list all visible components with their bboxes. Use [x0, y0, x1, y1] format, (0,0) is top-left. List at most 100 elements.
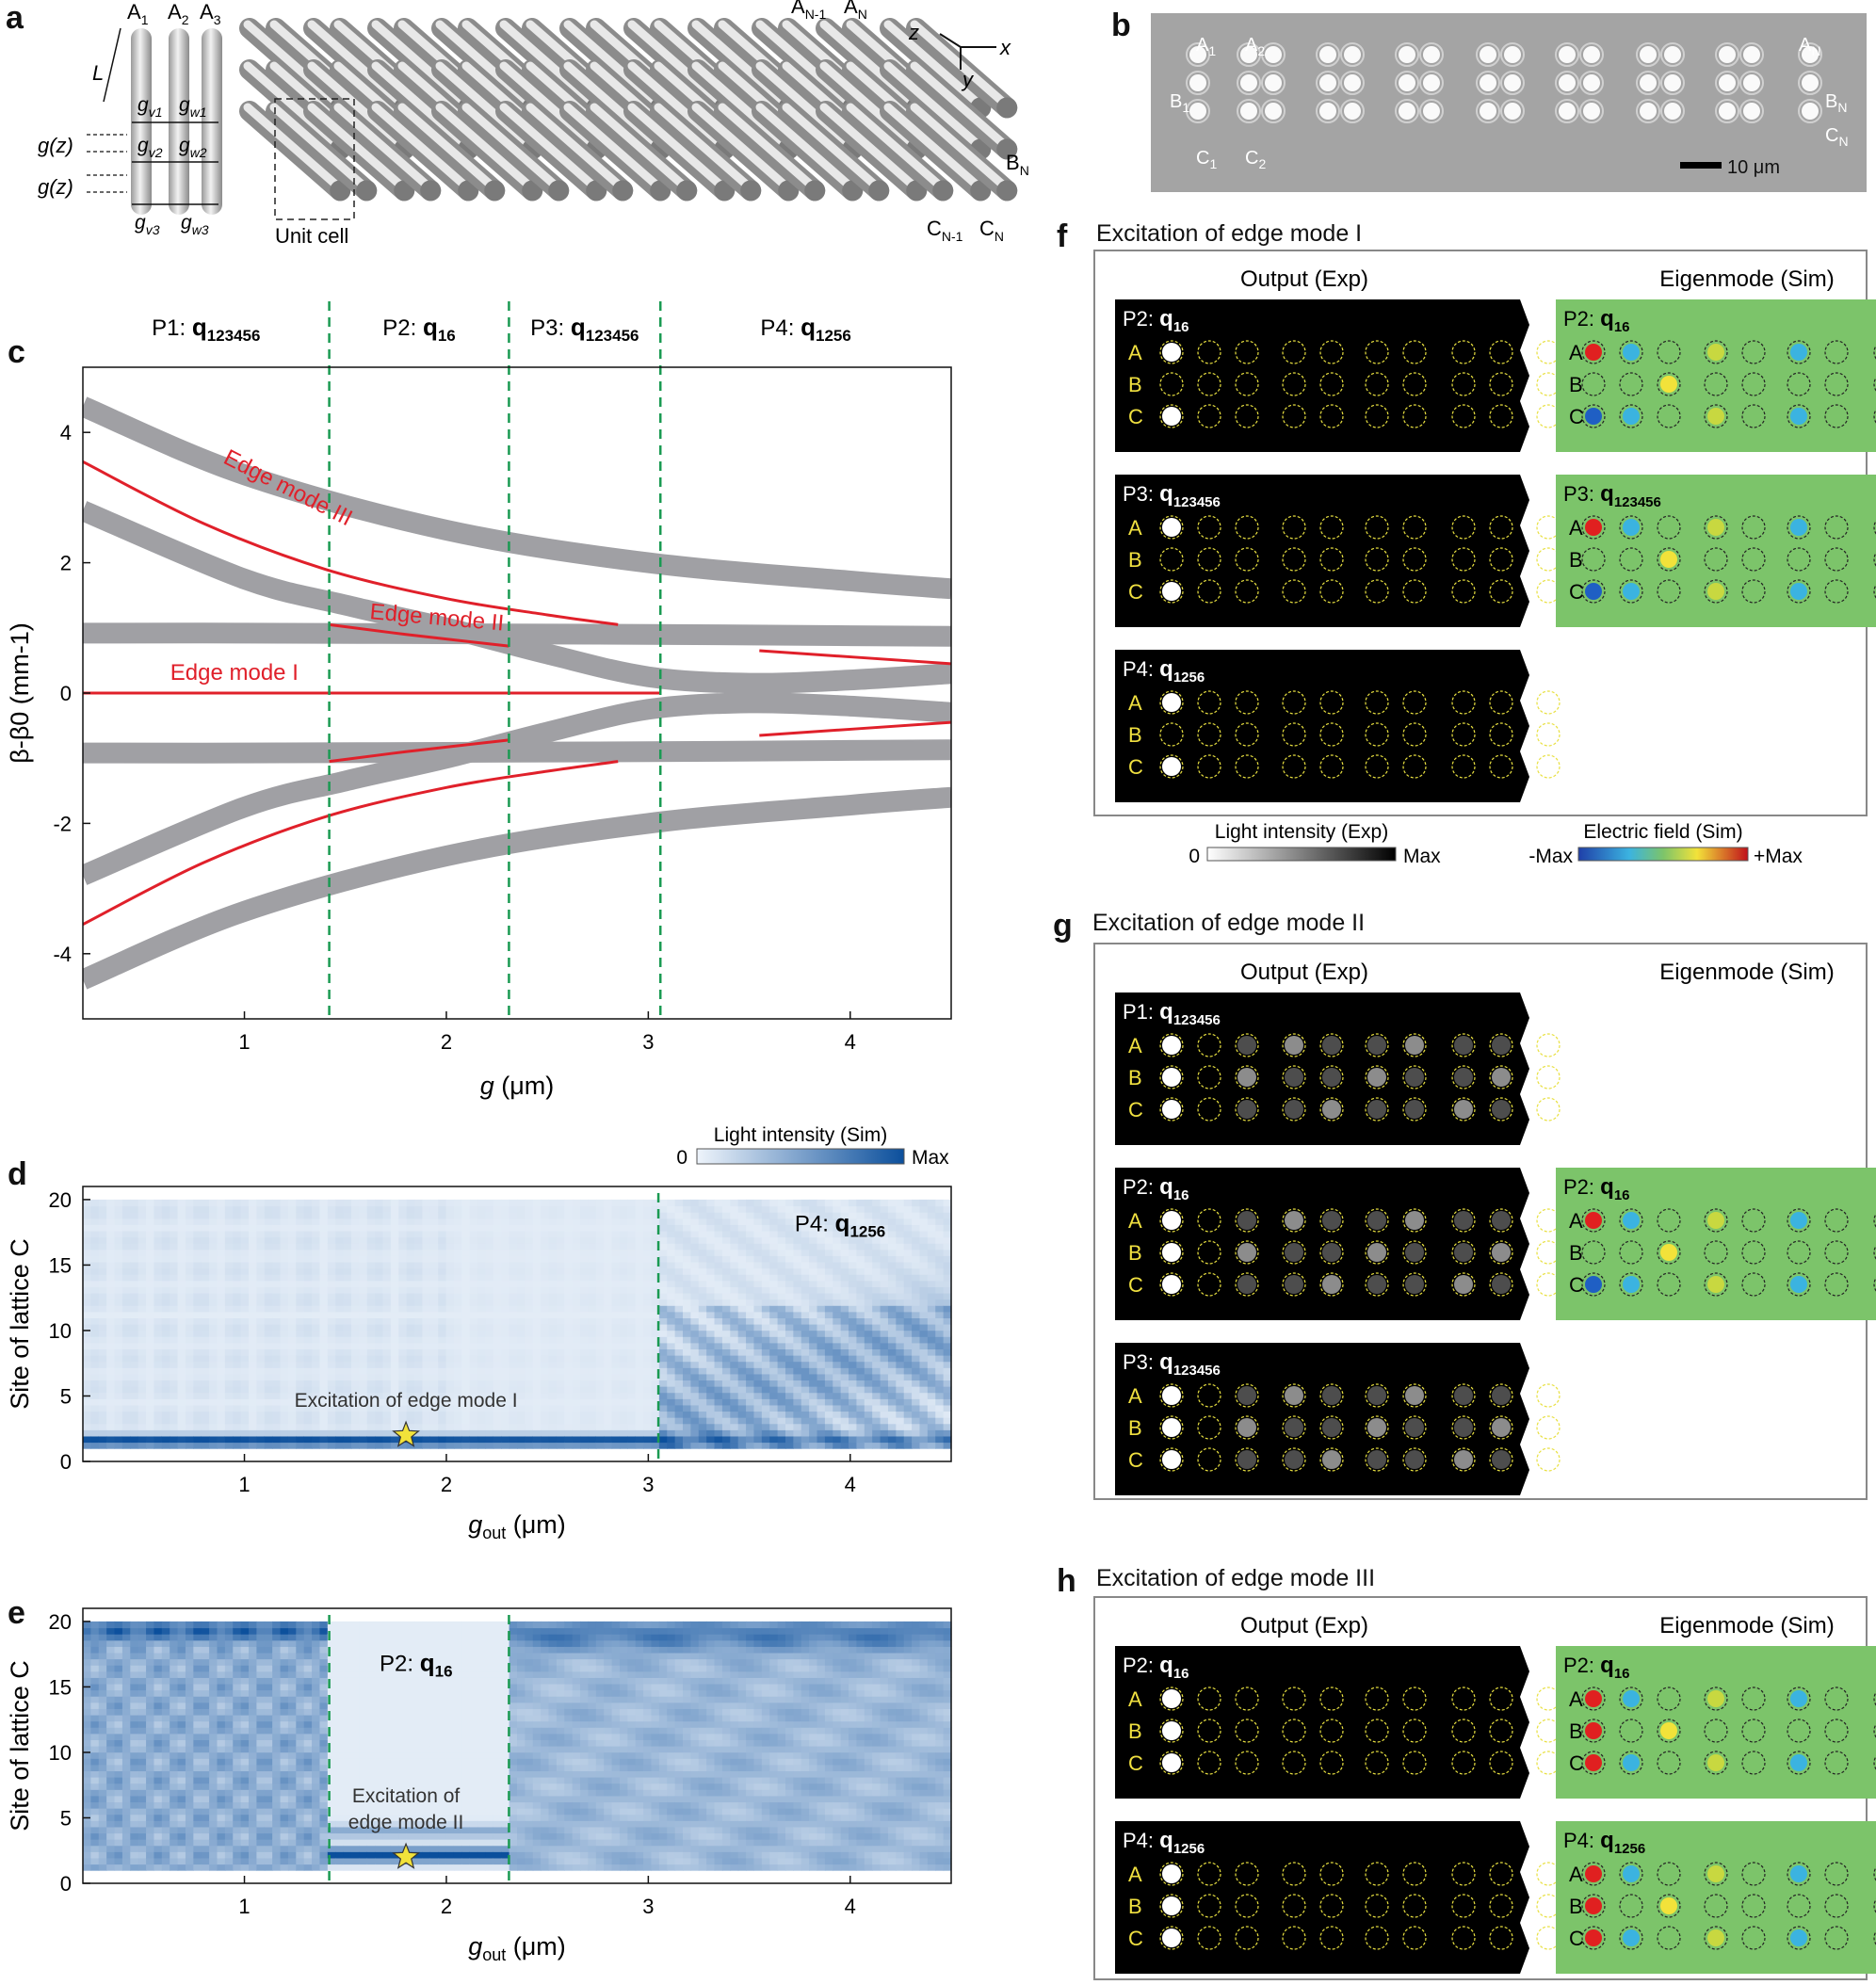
heat-cell [170, 1386, 179, 1394]
heat-cell [114, 1380, 123, 1387]
b-spot [1344, 103, 1361, 120]
heat-cell [817, 1392, 826, 1399]
heat-cell [674, 1305, 684, 1313]
heat-cell [943, 1280, 952, 1287]
heat-cell [849, 1274, 858, 1282]
b-spot-halo [1419, 42, 1444, 67]
heat-cell [272, 1380, 282, 1387]
heat-cell [698, 1330, 707, 1337]
heat-cell [683, 1404, 691, 1412]
heat-cell [98, 1826, 107, 1834]
heat-cell [296, 1236, 305, 1244]
heat-cell [312, 1429, 321, 1437]
heat-cell [872, 1411, 881, 1418]
heat-cell [746, 1330, 755, 1337]
heat-cell [801, 1348, 810, 1356]
heat-cell [919, 1280, 929, 1287]
heat-cell [83, 1305, 91, 1313]
heat-cell [90, 1708, 100, 1716]
heat-cell [83, 1739, 91, 1747]
heat-cell [438, 1249, 447, 1256]
heat-cell [572, 1355, 581, 1363]
heat-cell [833, 1361, 842, 1368]
heat-cell [217, 1361, 226, 1368]
heat-cell [185, 1429, 194, 1437]
heat-cell [690, 1373, 700, 1381]
heat-cell [809, 1411, 818, 1418]
heat-cell [453, 1342, 462, 1350]
heat-cell [572, 1361, 581, 1368]
heat-cell [651, 1261, 660, 1269]
heat-cell [343, 1348, 352, 1356]
heat-cell [730, 1218, 739, 1225]
heat-cell [643, 1336, 653, 1344]
heat-cell [429, 1311, 439, 1318]
heat-cell [777, 1249, 786, 1256]
heat-cell [548, 1417, 558, 1425]
heat-cell [611, 1224, 621, 1232]
heat-cell [509, 1317, 518, 1325]
heat-cell [501, 1243, 510, 1251]
heat-cell [177, 1348, 186, 1356]
heat-cell [249, 1417, 257, 1425]
heat-cell [912, 1267, 921, 1275]
heat-cell [453, 1274, 462, 1282]
heat-cell [209, 1373, 218, 1381]
heat-cell [121, 1324, 131, 1331]
heat-cell [737, 1442, 747, 1449]
heat-cell [635, 1442, 644, 1449]
heat-cell [849, 1386, 858, 1394]
heat-cell [793, 1224, 802, 1232]
b-spot-halo [1660, 99, 1685, 123]
heat-cell [121, 1392, 131, 1399]
heat-cell [445, 1361, 455, 1368]
heat-cell [856, 1380, 865, 1387]
heat-cell [406, 1286, 415, 1294]
heat-cell [690, 1212, 700, 1219]
heat-cell [737, 1336, 747, 1344]
heat-cell [619, 1317, 628, 1325]
heat-cell [170, 1292, 179, 1300]
heat-cell [106, 1355, 116, 1363]
heat-cell [170, 1442, 179, 1449]
heat-cell [249, 1218, 257, 1225]
heat-cell [927, 1267, 936, 1275]
heat-cell [343, 1380, 352, 1387]
heat-cell [548, 1305, 558, 1313]
heat-cell [414, 1243, 424, 1251]
heat-cell [604, 1398, 613, 1406]
heat-cell [627, 1199, 637, 1207]
heat-cell [564, 1305, 574, 1313]
heat-cell [683, 1373, 691, 1381]
heat-cell [90, 1230, 100, 1238]
heat-cell [177, 1423, 186, 1430]
heat-cell [382, 1386, 392, 1394]
heat-cell [817, 1292, 826, 1300]
heat-cell [249, 1429, 257, 1437]
heat-cell [872, 1255, 881, 1263]
heat-cell [793, 1361, 802, 1368]
heat-cell [809, 1324, 818, 1331]
heat-cell [721, 1255, 731, 1263]
heat-cell [840, 1373, 849, 1381]
heat-cell [359, 1392, 368, 1399]
heat-cell [667, 1255, 676, 1263]
heat-cell [824, 1423, 833, 1430]
b-spot-halo [1715, 71, 1739, 95]
heat-cell [493, 1380, 502, 1387]
heat-cell [335, 1435, 345, 1444]
heat-cell [375, 1336, 384, 1344]
heat-cell [525, 1386, 534, 1394]
heat-cell [721, 1348, 731, 1356]
heat-cell [429, 1274, 439, 1282]
heat-cell [335, 1429, 345, 1437]
b-spot-halo [1798, 71, 1822, 95]
heat-cell [121, 1317, 131, 1325]
heat-cell [280, 1380, 289, 1387]
y-tick-label: 4 [60, 421, 72, 444]
heat-cell [90, 1429, 100, 1437]
heat-cell [114, 1218, 123, 1225]
heat-cell [272, 1305, 282, 1313]
heat-cell [445, 1292, 455, 1300]
heat-cell [872, 1386, 881, 1394]
